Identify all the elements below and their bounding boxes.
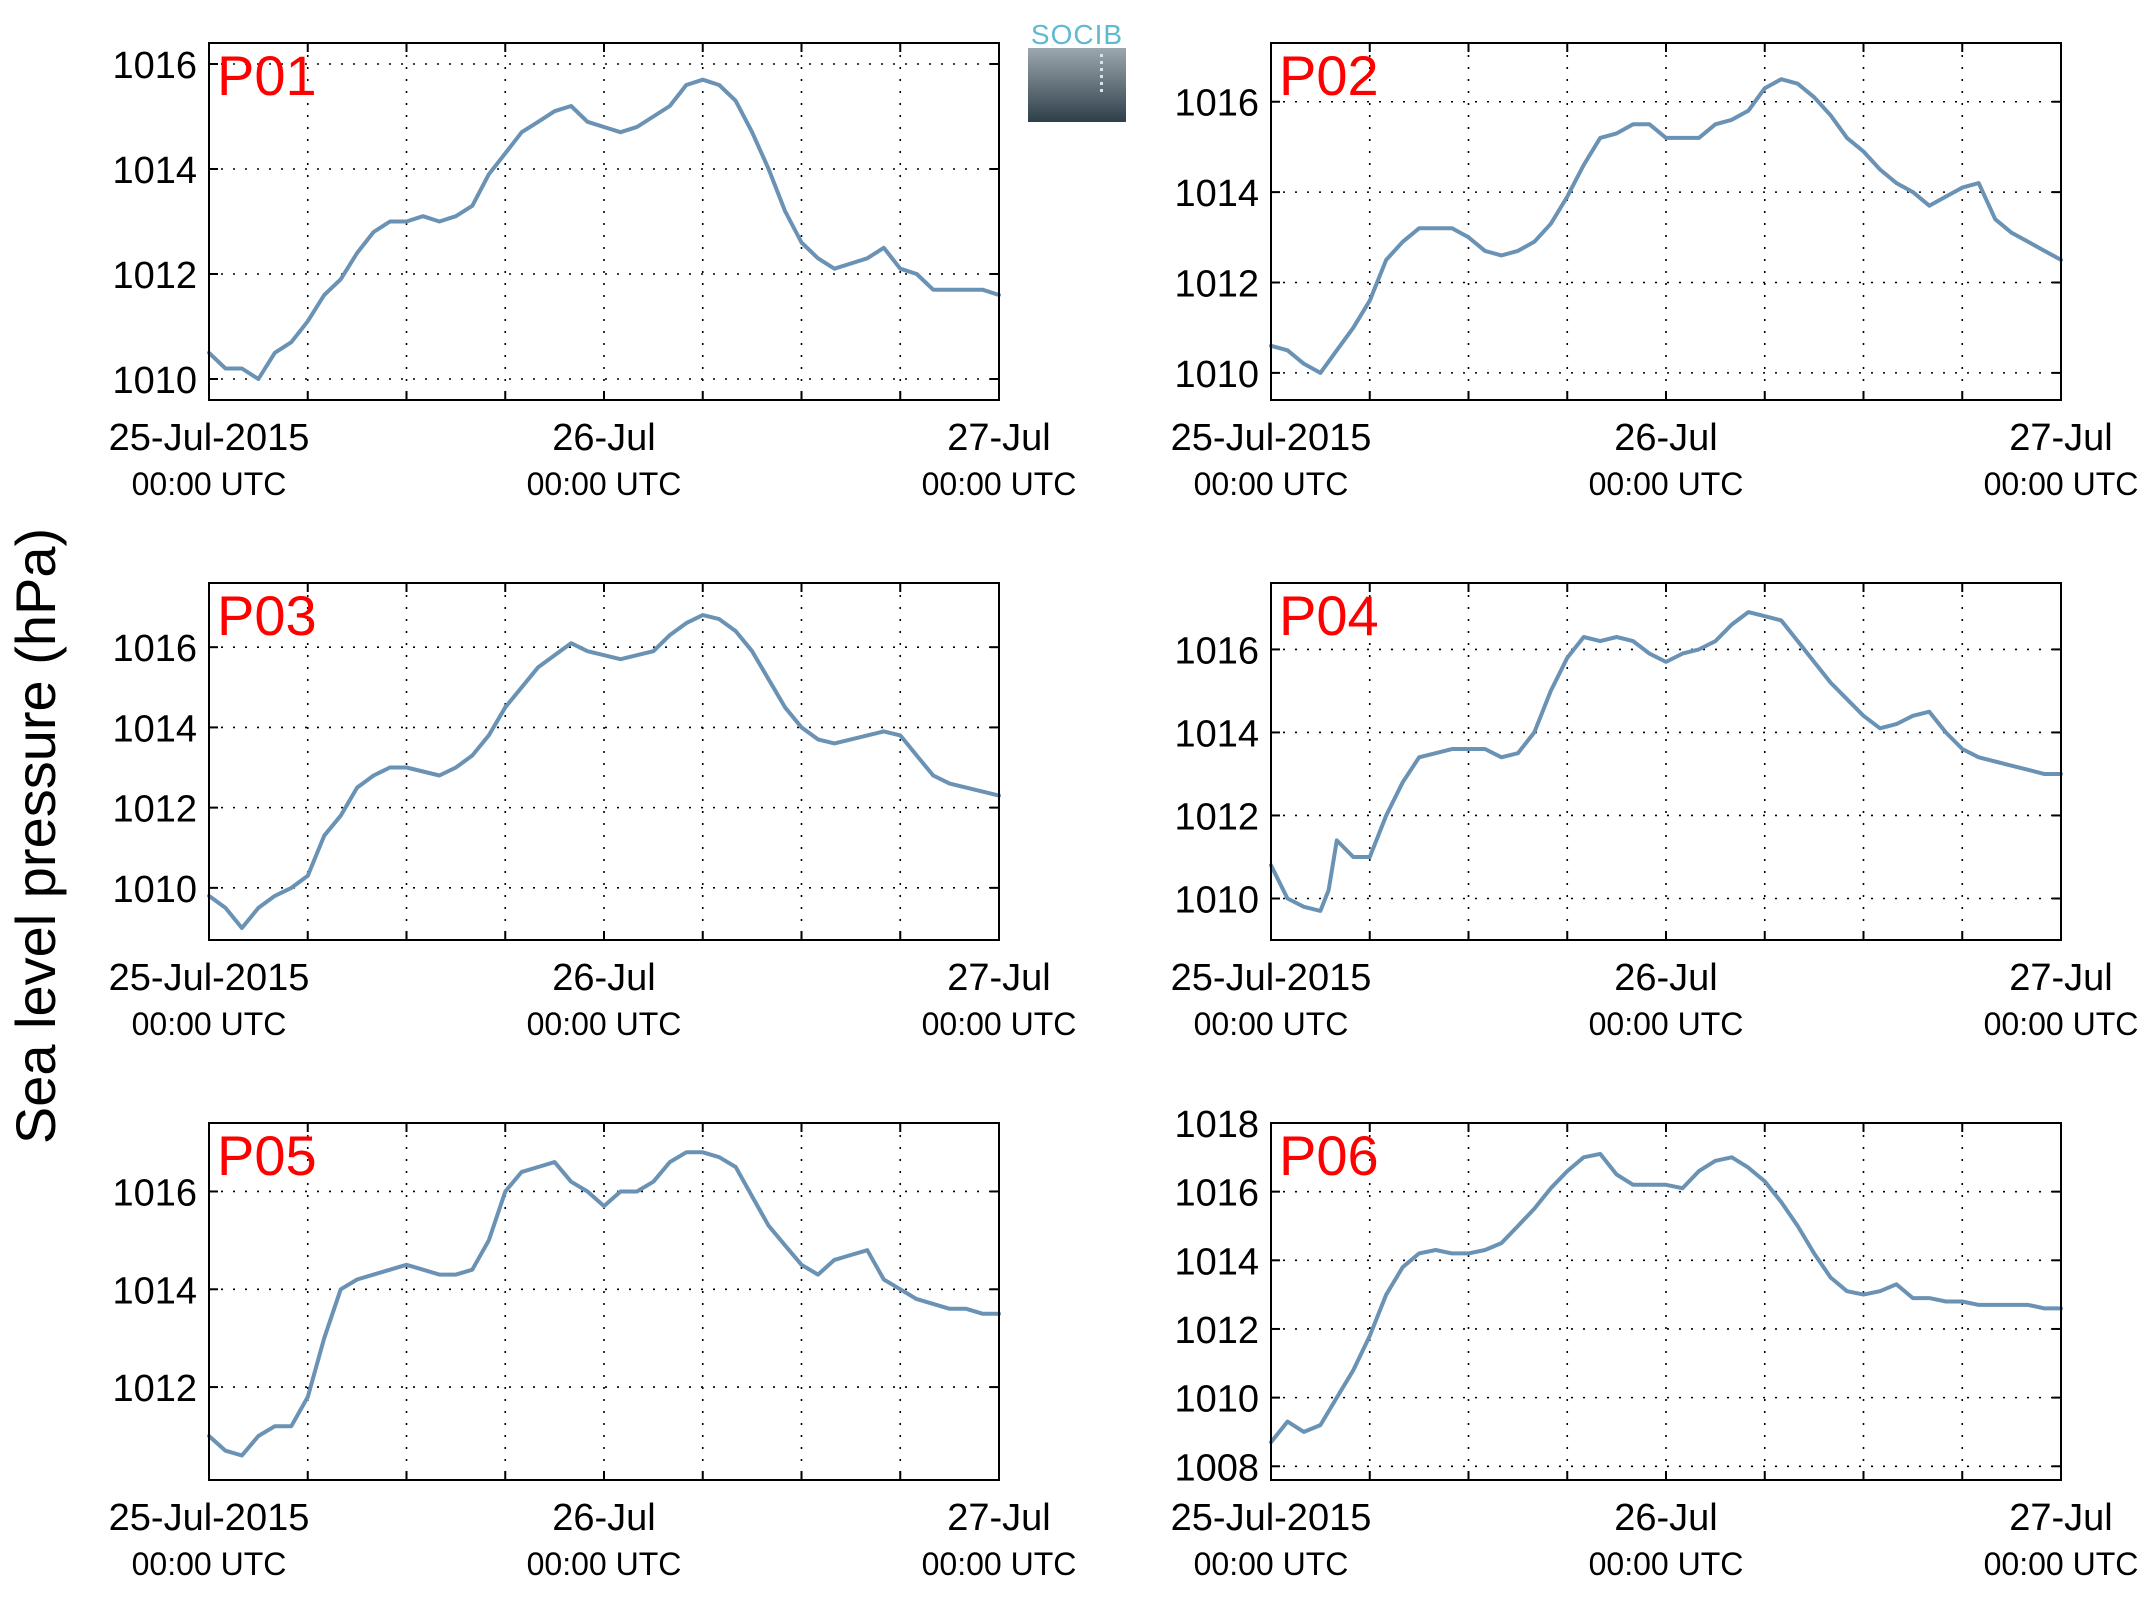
xtick-date-p05-1: 26-Jul — [552, 1497, 656, 1539]
xtick-time-p05-0: 00:00 UTC — [132, 1546, 287, 1582]
series-line-p01 — [207, 77, 1001, 381]
xtick-time-p01-2: 00:00 UTC — [922, 466, 1077, 502]
axes-box-p03 — [208, 582, 1000, 941]
panel-p01: 1010 1012 1014 1016 25-Jul-2015 00:00 UTC 26-J… — [109, 42, 1077, 502]
xtick-date-p06-1: 26-Jul — [1614, 1497, 1718, 1539]
xtick-date-p02-0: 25-Jul-2015 — [1171, 417, 1372, 459]
xtick-date-p04-0: 25-Jul-2015 — [1171, 957, 1372, 999]
xtick-date-p02-2: 27-Jul — [2009, 417, 2113, 459]
ytick-label-p03-1016: 1016 — [112, 628, 197, 670]
xtick-time-p01-0: 00:00 UTC — [132, 466, 287, 502]
ytick-label-p01-1014: 1014 — [112, 150, 197, 192]
series-line-p05 — [207, 1150, 1001, 1458]
logo-text: SOCIB — [1030, 19, 1124, 50]
xtick-date-p04-1: 26-Jul — [1614, 957, 1718, 999]
xtick-date-p06-0: 25-Jul-2015 — [1171, 1497, 1372, 1539]
series-line-p06 — [1269, 1151, 2063, 1445]
xtick-date-p01-1: 26-Jul — [552, 417, 656, 459]
ytick-label-p04-1014: 1014 — [1174, 713, 1259, 755]
xtick-time-p01-1: 00:00 UTC — [527, 466, 682, 502]
ytick-label-p01-1010: 1010 — [112, 360, 197, 402]
xtick-time-p05-2: 00:00 UTC — [922, 1546, 1077, 1582]
panel-label-p04: P04 — [1279, 584, 1379, 647]
panel-label-p02: P02 — [1279, 44, 1379, 107]
panel-p03: 1010 1012 1014 1016 25-Jul-2015 00:00 UTC 26-J… — [109, 582, 1077, 1042]
xtick-time-p06-1: 00:00 UTC — [1589, 1546, 1744, 1582]
panel-p05: 1012 1014 1016 25-Jul-2015 00:00 UTC 26-Jul 00… — [109, 1122, 1077, 1582]
series-line-p04 — [1269, 610, 2063, 913]
ytick-label-p06-1010: 1010 — [1174, 1379, 1259, 1421]
axes-box-p04 — [1270, 582, 2062, 941]
xtick-date-p03-2: 27-Jul — [947, 957, 1051, 999]
xtick-date-p05-2: 27-Jul — [947, 1497, 1051, 1539]
logo-mark — [1028, 48, 1126, 122]
logo-dots — [1100, 54, 1103, 94]
ytick-label-p02-1014: 1014 — [1174, 173, 1259, 215]
ytick-label-p04-1016: 1016 — [1174, 630, 1259, 672]
xtick-time-p06-2: 00:00 UTC — [1984, 1546, 2139, 1582]
panel-p06: 1008 1010 1012 1014 1016 1018 25-Jul-2015 00:00… — [1171, 1104, 2139, 1582]
ytick-label-p03-1012: 1012 — [112, 789, 197, 831]
xtick-time-p06-0: 00:00 UTC — [1194, 1546, 1349, 1582]
xtick-date-p04-2: 27-Jul — [2009, 957, 2113, 999]
socib-logo: SOCIB — [1028, 20, 1126, 122]
ytick-label-p06-1008: 1008 — [1174, 1447, 1259, 1489]
axes-box-p02 — [1270, 42, 2062, 401]
ytick-label-p06-1012: 1012 — [1174, 1310, 1259, 1352]
ytick-label-p03-1014: 1014 — [112, 708, 197, 750]
xtick-date-p01-2: 27-Jul — [947, 417, 1051, 459]
ytick-label-p03-1010: 1010 — [112, 869, 197, 911]
panel-label-p05: P05 — [217, 1124, 317, 1187]
xtick-time-p03-1: 00:00 UTC — [527, 1006, 682, 1042]
panel-label-p01: P01 — [217, 44, 317, 107]
xtick-time-p04-2: 00:00 UTC — [1984, 1006, 2139, 1042]
xtick-date-p03-1: 26-Jul — [552, 957, 656, 999]
ytick-label-p05-1016: 1016 — [112, 1172, 197, 1214]
xtick-date-p06-2: 27-Jul — [2009, 1497, 2113, 1539]
xtick-time-p03-2: 00:00 UTC — [922, 1006, 1077, 1042]
ytick-label-p01-1012: 1012 — [112, 255, 197, 297]
xtick-date-p05-0: 25-Jul-2015 — [109, 1497, 310, 1539]
xtick-time-p02-2: 00:00 UTC — [1984, 466, 2139, 502]
xtick-time-p04-0: 00:00 UTC — [1194, 1006, 1349, 1042]
panel-p04: 1010 1012 1014 1016 25-Jul-2015 00:00 UTC 26-J… — [1171, 582, 2139, 1042]
xtick-date-p02-1: 26-Jul — [1614, 417, 1718, 459]
series-line-p03 — [207, 613, 1001, 930]
ytick-label-p02-1012: 1012 — [1174, 264, 1259, 306]
figure-ylabel: Sea level pressure (hPa) — [4, 528, 67, 1144]
ytick-label-p06-1016: 1016 — [1174, 1173, 1259, 1215]
ytick-label-p05-1014: 1014 — [112, 1270, 197, 1312]
panel-label-p03: P03 — [217, 584, 317, 647]
ytick-label-p06-1018: 1018 — [1174, 1104, 1259, 1146]
ytick-label-p04-1010: 1010 — [1174, 879, 1259, 921]
xtick-time-p03-0: 00:00 UTC — [132, 1006, 287, 1042]
xtick-time-p04-1: 00:00 UTC — [1589, 1006, 1744, 1042]
ytick-label-p05-1012: 1012 — [112, 1368, 197, 1410]
xtick-date-p03-0: 25-Jul-2015 — [109, 957, 310, 999]
ytick-label-p02-1010: 1010 — [1174, 354, 1259, 396]
xtick-time-p02-1: 00:00 UTC — [1589, 466, 1744, 502]
axes-box-p05 — [208, 1122, 1000, 1481]
panel-p02: 1010 1012 1014 1016 25-Jul-2015 00:00 UTC 26-J… — [1171, 42, 2139, 502]
ytick-label-p04-1012: 1012 — [1174, 796, 1259, 838]
xtick-time-p02-0: 00:00 UTC — [1194, 466, 1349, 502]
xtick-time-p05-1: 00:00 UTC — [527, 1546, 682, 1582]
series-line-p02 — [1269, 77, 2063, 375]
axes-box-p01 — [208, 42, 1000, 401]
xtick-date-p01-0: 25-Jul-2015 — [109, 417, 310, 459]
ytick-label-p02-1016: 1016 — [1174, 83, 1259, 125]
ytick-label-p06-1014: 1014 — [1174, 1241, 1259, 1283]
ytick-label-p01-1016: 1016 — [112, 45, 197, 87]
panel-label-p06: P06 — [1279, 1124, 1379, 1187]
